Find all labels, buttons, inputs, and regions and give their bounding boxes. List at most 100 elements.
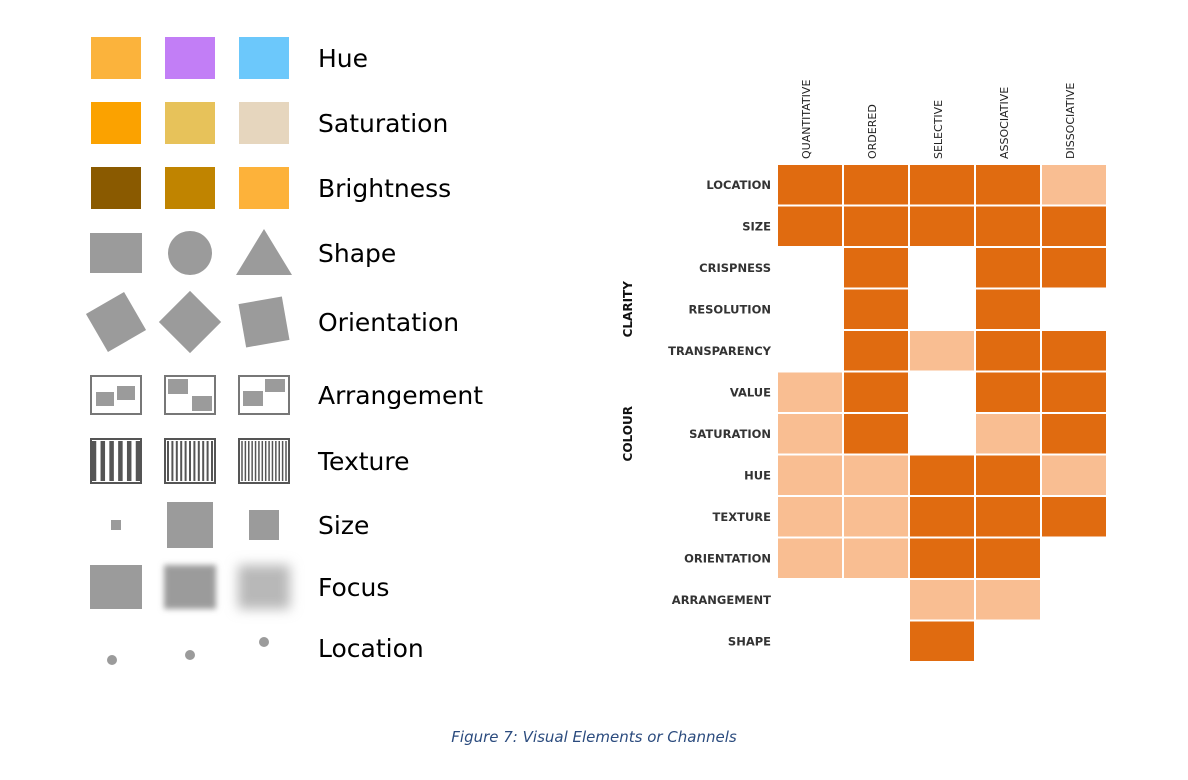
saturation-sample-3 — [239, 102, 289, 144]
channel-label-focus: Focus — [318, 573, 389, 602]
matrix-cell-value-ordered — [844, 372, 908, 412]
matrix-cell-location-selective — [910, 165, 974, 205]
triangle-shape — [236, 229, 292, 275]
channel-row-texture: Texture — [90, 438, 410, 484]
focus-sample-3 — [238, 565, 290, 609]
channel-label-arrangement: Arrangement — [318, 381, 483, 410]
hue-sample-1 — [91, 37, 141, 79]
column-header-dissociative: DISSOCIATIVE — [1064, 83, 1077, 159]
matrix-cell-location-quantitative — [778, 165, 842, 205]
matrix-cell-hue-ordered — [844, 455, 908, 495]
group-label-clarity: CLARITY — [621, 281, 635, 338]
visual-channel-legend: Hue Saturation Brightness Shape Orientation A… — [0, 0, 560, 700]
channel-row-brightness: Brightness — [91, 167, 451, 209]
row-label-value: VALUE — [730, 385, 771, 399]
matrix-cell-saturation-associative — [976, 414, 1040, 454]
location-sample-1 — [107, 655, 117, 665]
orientation-sample-3 — [238, 296, 290, 348]
matrix-cell-orientation-quantitative — [778, 538, 842, 578]
matrix-cell-crispness-associative — [976, 248, 1040, 288]
matrix-cell-location-dissociative — [1042, 165, 1106, 205]
matrix-cell-value-associative — [976, 372, 1040, 412]
column-header-quantitative: QUANTITATIVE — [800, 80, 813, 159]
texture-sample-1-frame — [90, 438, 142, 484]
brightness-sample-1 — [91, 167, 141, 209]
matrix-cell-texture-selective — [910, 497, 974, 537]
channel-label-size: Size — [318, 511, 369, 540]
channel-label-brightness: Brightness — [318, 174, 451, 203]
matrix-cell-transparency-ordered — [844, 331, 908, 371]
brightness-sample-2 — [165, 167, 215, 209]
matrix-cell-resolution-ordered — [844, 289, 908, 329]
matrix-cell-hue-selective — [910, 455, 974, 495]
row-label-location: LOCATION — [706, 178, 771, 192]
matrix-cell-hue-dissociative — [1042, 455, 1106, 495]
matrix-cell-arrangement-associative — [976, 580, 1040, 620]
matrix-cell-resolution-associative — [976, 289, 1040, 329]
size-sample-2 — [167, 502, 213, 548]
texture-sample-3-frame — [238, 438, 290, 484]
row-label-hue: HUE — [744, 468, 771, 482]
arrangement-sample-3-block-b — [265, 379, 285, 392]
row-label-transparency: TRANSPARENCY — [668, 344, 772, 358]
row-label-size: SIZE — [742, 219, 771, 233]
matrix-cell-orientation-ordered — [844, 538, 908, 578]
row-label-orientation: ORIENTATION — [684, 551, 771, 565]
matrix-cell-orientation-associative — [976, 538, 1040, 578]
channel-label-shape: Shape — [318, 239, 396, 268]
focus-sample-2 — [164, 565, 216, 609]
location-sample-2 — [185, 650, 195, 660]
matrix-cell-size-selective — [910, 206, 974, 246]
matrix-cell-saturation-quantitative — [778, 414, 842, 454]
channel-samples: Hue Saturation Brightness Shape Orientation A… — [85, 37, 483, 665]
channel-label-location: Location — [318, 634, 424, 663]
matrix-cell-hue-associative — [976, 455, 1040, 495]
circle-shape — [168, 231, 212, 275]
matrix-cell-transparency-dissociative — [1042, 331, 1106, 371]
matrix-cell-crispness-dissociative — [1042, 248, 1106, 288]
arrangement-sample-3-block-a — [243, 391, 263, 406]
orientation-sample-2 — [158, 290, 222, 354]
matrix-cell-texture-ordered — [844, 497, 908, 537]
matrix-cell-value-quantitative — [778, 372, 842, 412]
hue-sample-2 — [165, 37, 215, 79]
channel-label-saturation: Saturation — [318, 109, 448, 138]
row-label-texture: TEXTURE — [713, 510, 772, 524]
channel-row-orientation: Orientation — [85, 290, 459, 354]
matrix-cell-texture-dissociative — [1042, 497, 1106, 537]
figure-caption: Figure 7: Visual Elements or Channels — [451, 728, 737, 746]
matrix-cell-hue-quantitative — [778, 455, 842, 495]
saturation-sample-1 — [91, 102, 141, 144]
matrix-cell-saturation-ordered — [844, 414, 908, 454]
brightness-sample-3 — [239, 167, 289, 209]
row-label-crispness: CRISPNESS — [699, 261, 771, 275]
matrix-cell-crispness-ordered — [844, 248, 908, 288]
square-shape — [90, 233, 142, 273]
channel-suitability-matrix: QUANTITATIVE ORDERED SELECTIVE ASSOCIATIVE D… — [600, 40, 1160, 680]
row-label-resolution: RESOLUTION — [688, 302, 771, 316]
channel-row-saturation: Saturation — [91, 102, 448, 144]
focus-sample-1 — [90, 565, 142, 609]
arrangement-sample-2-block-a — [168, 379, 188, 394]
group-label-colour: COLOUR — [621, 406, 635, 461]
channel-row-shape: Shape — [90, 229, 396, 275]
row-label-shape: SHAPE — [728, 634, 771, 648]
size-sample-1 — [111, 520, 121, 530]
row-label-saturation: SATURATION — [689, 427, 771, 441]
matrix-cell-size-dissociative — [1042, 206, 1106, 246]
saturation-sample-2 — [165, 102, 215, 144]
matrix-cell-arrangement-selective — [910, 580, 974, 620]
arrangement-sample-1-block-b — [117, 386, 135, 400]
channel-label-texture: Texture — [317, 447, 410, 476]
matrix-cell-size-quantitative — [778, 206, 842, 246]
matrix-cell-texture-quantitative — [778, 497, 842, 537]
channel-label-hue: Hue — [318, 44, 368, 73]
matrix-cell-size-ordered — [844, 206, 908, 246]
matrix-cell-transparency-selective — [910, 331, 974, 371]
matrix-grid: QUANTITATIVE ORDERED SELECTIVE ASSOCIATIVE D… — [621, 80, 1106, 661]
column-header-selective: SELECTIVE — [932, 100, 945, 159]
row-label-arrangement: ARRANGEMENT — [672, 593, 771, 607]
matrix-cell-location-ordered — [844, 165, 908, 205]
arrangement-sample-1-block-a — [96, 392, 114, 406]
channel-row-hue: Hue — [91, 37, 368, 79]
